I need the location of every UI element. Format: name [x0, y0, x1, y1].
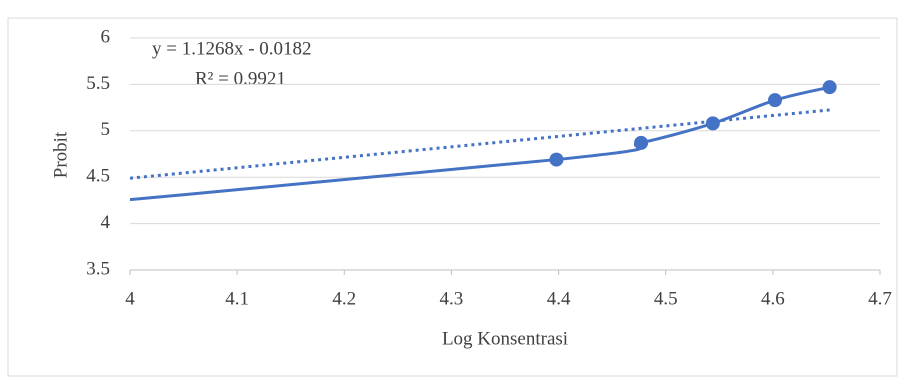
chart-border [7, 17, 898, 377]
x-tick-label: 4.2 [332, 288, 356, 309]
x-tick-label: 4.7 [868, 288, 892, 309]
trend-r2: R² = 0.9921 [195, 68, 286, 89]
y-tick-label: 4 [101, 212, 111, 233]
data-point [549, 152, 564, 167]
y-tick-label: 5.5 [86, 73, 110, 94]
x-tick-label: 4.3 [440, 288, 464, 309]
x-tick-label: 4.5 [654, 288, 678, 309]
y-tick-label: 5 [101, 119, 111, 140]
data-point [705, 116, 720, 131]
x-tick-label: 4.4 [547, 288, 571, 309]
x-tick-label: 4.1 [225, 288, 249, 309]
y-axis-title: Probit [50, 131, 71, 178]
trend-equation: y = 1.1268x - 0.0182 [152, 38, 312, 59]
x-tick-label: 4.6 [761, 288, 785, 309]
data-point [634, 135, 649, 150]
x-tick-label: 4 [125, 288, 135, 309]
y-tick-label: 6 [101, 26, 111, 47]
data-point [822, 80, 837, 95]
x-axis-title: Log Konsentrasi [442, 328, 568, 349]
series-line [130, 85, 830, 202]
data-point [768, 93, 782, 108]
y-tick-label: 4.5 [86, 166, 110, 187]
trendline [130, 108, 830, 180]
y-tick-label: 3.5 [86, 258, 110, 279]
plot-area [130, 80, 837, 202]
